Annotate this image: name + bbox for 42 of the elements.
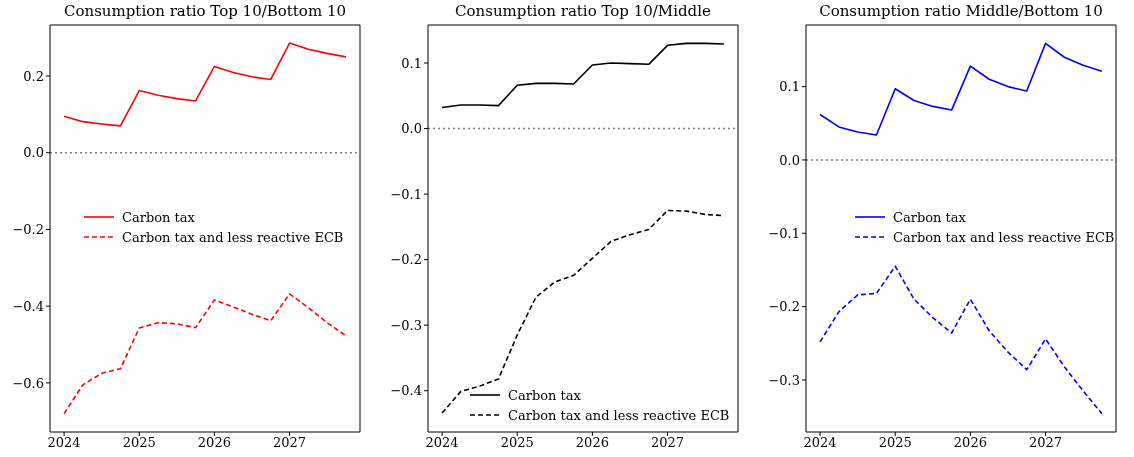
chart-title: Consumption ratio Middle/Bottom 10 — [818, 2, 1104, 20]
line-series — [63, 42, 347, 127]
x-tick-label: 2027 — [273, 435, 307, 451]
x-tick-label: 2025 — [122, 435, 156, 451]
y-tick-label: −0.3 — [390, 317, 422, 333]
x-tick-label: 2024 — [803, 435, 837, 451]
legend-label: Carbon tax — [122, 209, 195, 225]
y-tick-label: 0.0 — [401, 121, 422, 137]
y-tick-label: 0.1 — [401, 55, 422, 71]
legend-label: Carbon tax and less reactive ECB — [122, 229, 344, 245]
chart-title: Consumption ratio Top 10/Bottom 10 — [63, 2, 347, 20]
legend-label: Carbon tax — [893, 209, 966, 225]
x-tick-label: 2025 — [878, 435, 912, 451]
x-tick-label: 2024 — [425, 435, 459, 451]
y-tick-label: −0.2 — [12, 222, 44, 238]
y-tick-label: 0.2 — [23, 68, 44, 84]
legend-label: Carbon tax and less reactive ECB — [508, 407, 730, 423]
x-tick-label: 2026 — [953, 435, 987, 451]
line-series — [441, 42, 725, 109]
legend-label: Carbon tax and less reactive ECB — [893, 229, 1115, 245]
y-tick-label: −0.2 — [768, 299, 800, 315]
x-tick-label: 2026 — [575, 435, 609, 451]
x-tick-label: 2027 — [1029, 435, 1063, 451]
y-tick-label: −0.1 — [390, 186, 422, 202]
x-tick-label: 2026 — [197, 435, 231, 451]
y-tick-label: 0.1 — [779, 79, 800, 95]
y-tick-label: −0.4 — [12, 298, 44, 314]
x-tick-label: 2027 — [651, 435, 685, 451]
line-series — [819, 42, 1103, 136]
line-series — [819, 265, 1103, 415]
y-tick-label: −0.6 — [12, 375, 44, 391]
y-tick-label: −0.1 — [768, 225, 800, 241]
y-tick-label: 0.0 — [23, 145, 44, 161]
y-tick-label: −0.4 — [390, 383, 422, 399]
x-tick-label: 2024 — [47, 435, 81, 451]
y-tick-label: −0.2 — [390, 252, 422, 268]
chart-title: Consumption ratio Top 10/Middle — [454, 2, 712, 20]
line-series — [63, 293, 347, 415]
x-tick-label: 2025 — [500, 435, 534, 451]
legend-label: Carbon tax — [508, 387, 581, 403]
y-tick-label: 0.0 — [779, 152, 800, 168]
y-tick-label: −0.3 — [768, 372, 800, 388]
